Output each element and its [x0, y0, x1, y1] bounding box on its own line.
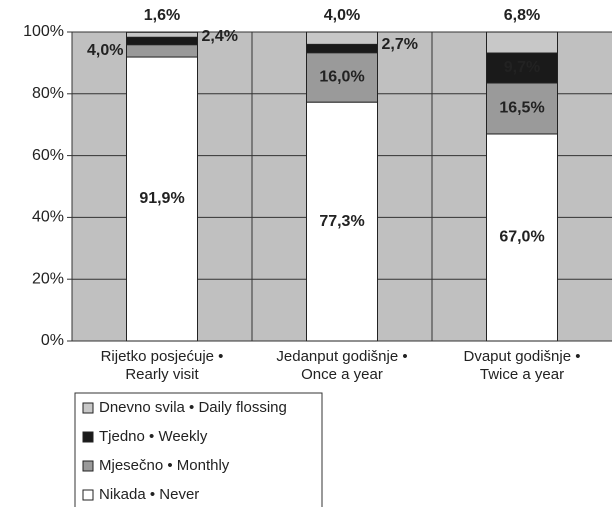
bar-segment: [306, 31, 378, 45]
bar-segment: [306, 43, 378, 54]
data-label: 67,0%: [499, 229, 544, 246]
bar-segment: [126, 31, 198, 38]
data-label: 6,8%: [504, 7, 540, 24]
data-label: 2,7%: [382, 36, 418, 53]
x-tick-label: Dvaput godišnje •: [464, 348, 581, 365]
y-tick-label: 20%: [32, 270, 64, 287]
legend-swatch: [82, 460, 94, 472]
y-tick-label: 0%: [41, 332, 64, 349]
x-tick-label: Once a year: [301, 366, 383, 383]
x-tick-label: Jedanput godišnje •: [276, 348, 407, 365]
bar-segment: [486, 31, 558, 54]
y-tick-label: 100%: [23, 23, 64, 40]
data-label: 16,0%: [319, 69, 364, 86]
legend-box: [74, 392, 323, 507]
data-label: 2,4%: [202, 28, 238, 45]
data-label: 4,0%: [324, 7, 360, 24]
y-tick-label: 60%: [32, 147, 64, 164]
data-label: 91,9%: [139, 190, 184, 207]
bar-segment: [486, 133, 558, 342]
bar-segment: [126, 36, 198, 46]
legend-label: Mjesečno • Monthly: [99, 457, 230, 474]
x-tick-label: Rearly visit: [125, 366, 199, 383]
legend-swatch: [82, 489, 94, 501]
bar-segment: [306, 52, 378, 103]
y-tick-label: 80%: [32, 85, 64, 102]
y-tick-label: 40%: [32, 209, 64, 226]
legend-label: Nikada • Never: [99, 486, 199, 503]
x-tick-label: Rijetko posjećuje •: [101, 348, 224, 365]
x-tick-label: Twice a year: [480, 366, 564, 383]
data-label: 16,5%: [499, 100, 544, 117]
data-label: 4,0%: [87, 42, 123, 59]
data-label: 1,6%: [144, 7, 180, 24]
legend-label: Dnevno svila • Daily flossing: [99, 399, 287, 416]
data-label: 9,7%: [504, 59, 540, 76]
legend-swatch: [82, 402, 94, 414]
data-label: 77,3%: [319, 213, 364, 230]
legend-swatch: [82, 431, 94, 443]
bar-segment: [306, 101, 378, 342]
bar-segment: [486, 82, 558, 135]
bar-segment: [126, 44, 198, 58]
legend-label: Tjedno • Weekly: [99, 428, 208, 445]
